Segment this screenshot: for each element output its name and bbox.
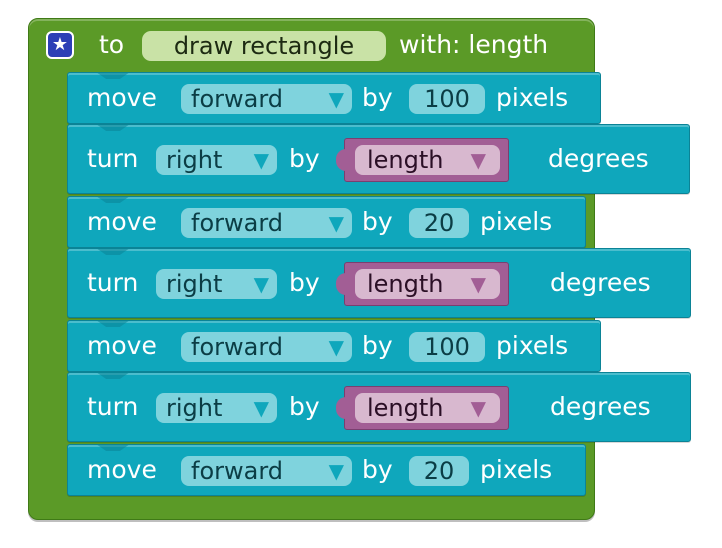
degrees-label: degrees [550,268,651,297]
degrees-label: degrees [548,144,649,173]
variable-dropdown[interactable]: length ▼ [355,269,500,299]
move-label: move [87,83,157,112]
move-block[interactable]: move forward ▼ by 20 pixels [67,444,586,496]
variable-dropdown[interactable]: length ▼ [355,145,500,175]
length-variable-block[interactable]: length ▼ [336,262,509,306]
direction-dropdown[interactable]: forward ▼ [181,456,352,486]
dropdown-arrow-icon: ▼ [328,335,344,359]
by-label: by [289,144,320,173]
length-variable-block[interactable]: length ▼ [336,138,509,182]
variable-name: length [367,146,444,174]
direction-dropdown[interactable]: forward ▼ [181,84,352,114]
move-label: move [87,207,157,236]
dropdown-arrow-icon: ▼ [253,272,269,296]
dropdown-arrow-icon: ▼ [470,396,486,420]
pixels-label: pixels [496,83,569,112]
dropdown-arrow-icon: ▼ [328,459,344,483]
turn-direction-dropdown[interactable]: right ▼ [156,269,277,299]
turn-label: turn [87,144,139,173]
move-label: move [87,331,157,360]
pixels-label: pixels [480,207,553,236]
by-label: by [362,83,393,112]
direction-value: forward [191,333,284,361]
turn-direction-dropdown[interactable]: right ▼ [156,393,277,423]
pixels-label: pixels [480,455,553,484]
dropdown-arrow-icon: ▼ [470,148,486,172]
turn-label: turn [87,268,139,297]
procedure-params-label: with: length [399,30,549,59]
move-block[interactable]: move forward ▼ by 20 pixels [67,196,586,248]
by-label: by [289,268,320,297]
pixels-label: pixels [496,331,569,360]
length-variable-block[interactable]: length ▼ [336,386,509,430]
by-label: by [362,331,393,360]
dropdown-arrow-icon: ▼ [253,396,269,420]
direction-value: forward [191,457,284,485]
by-label: by [362,207,393,236]
variable-name: length [367,394,444,422]
move-block[interactable]: move forward ▼ by 100 pixels [67,72,601,124]
turn-direction-dropdown[interactable]: right ▼ [156,145,277,175]
star-icon[interactable]: ★ [46,31,74,59]
turn-label: turn [87,392,139,421]
distance-value-field[interactable]: 100 [409,84,485,114]
variable-name: length [367,270,444,298]
turn-direction-value: right [166,270,223,298]
move-block[interactable]: move forward ▼ by 100 pixels [67,320,601,372]
direction-dropdown[interactable]: forward ▼ [181,208,352,238]
turn-block[interactable]: turn right ▼ by length ▼ degrees [67,372,691,442]
distance-value-field[interactable]: 20 [409,208,469,238]
procedure-header: ★ to draw rectangle with: length [29,19,594,73]
turn-block[interactable]: turn right ▼ by length ▼ degrees [67,124,690,194]
dropdown-arrow-icon: ▼ [328,87,344,111]
dropdown-arrow-icon: ▼ [328,211,344,235]
procedure-name-field[interactable]: draw rectangle [142,31,386,61]
turn-direction-value: right [166,394,223,422]
distance-value-field[interactable]: 100 [409,332,485,362]
dropdown-arrow-icon: ▼ [253,148,269,172]
procedure-to-label: to [99,30,125,59]
direction-value: forward [191,209,284,237]
move-label: move [87,455,157,484]
variable-dropdown[interactable]: length ▼ [355,393,500,423]
degrees-label: degrees [550,392,651,421]
by-label: by [289,392,320,421]
dropdown-arrow-icon: ▼ [470,272,486,296]
direction-dropdown[interactable]: forward ▼ [181,332,352,362]
distance-value-field[interactable]: 20 [409,456,469,486]
by-label: by [362,455,393,484]
turn-block[interactable]: turn right ▼ by length ▼ degrees [67,248,691,318]
turn-direction-value: right [166,146,223,174]
direction-value: forward [191,85,284,113]
